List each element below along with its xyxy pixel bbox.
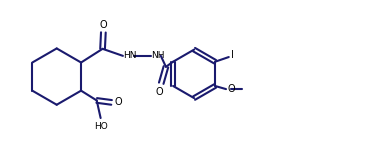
Text: I: I <box>231 51 234 61</box>
Text: O: O <box>228 84 236 94</box>
Text: O: O <box>156 87 163 97</box>
Text: O: O <box>100 20 107 30</box>
Text: O: O <box>114 97 122 107</box>
Text: HO: HO <box>94 122 108 131</box>
Text: HN: HN <box>123 51 137 60</box>
Text: NH: NH <box>151 51 165 60</box>
